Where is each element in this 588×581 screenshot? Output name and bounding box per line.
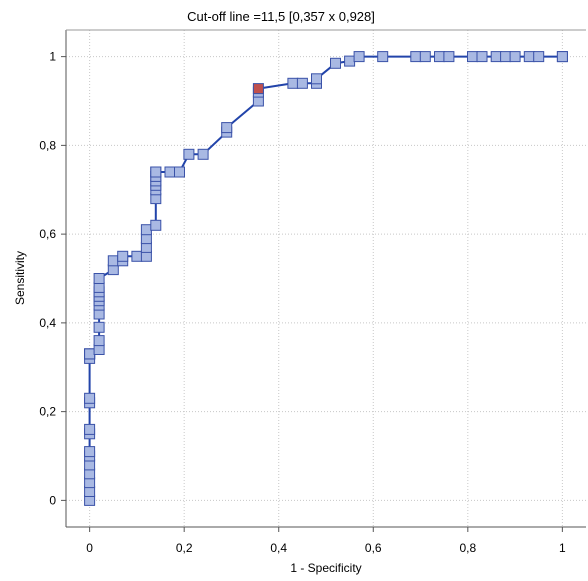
- x-tick-label: 0,6: [365, 541, 382, 555]
- y-tick-label: 0,2: [39, 405, 56, 419]
- data-point-marker: [419, 51, 431, 63]
- y-tick-label: 0,4: [39, 316, 56, 330]
- data-point-marker: [509, 51, 521, 63]
- data-point-marker: [353, 51, 365, 63]
- data-point-marker: [533, 51, 545, 63]
- data-point-marker: [140, 224, 152, 236]
- data-point-marker: [84, 446, 96, 458]
- grid-layer: [66, 30, 586, 527]
- chart-title: Cut-off line =11,5 [0,357 x 0,928]: [187, 9, 375, 24]
- data-point-marker: [490, 51, 502, 63]
- data-point-marker: [500, 51, 512, 63]
- data-point-marker: [287, 77, 299, 89]
- y-tick-label: 0,6: [39, 227, 56, 241]
- cutoff-point-marker: [252, 83, 264, 95]
- data-point-marker: [93, 321, 105, 333]
- y-tick-label: 1: [49, 50, 56, 64]
- data-point-marker: [296, 77, 308, 89]
- x-tick-label: 1: [559, 541, 566, 555]
- data-point-marker: [164, 166, 176, 178]
- data-point-marker: [344, 55, 356, 67]
- data-point-marker: [107, 255, 119, 267]
- data-point-marker: [523, 51, 535, 63]
- data-point-marker: [330, 57, 341, 69]
- x-tick-label: 0,8: [459, 541, 476, 555]
- data-point-marker: [197, 148, 209, 160]
- data-point-marker: [476, 51, 488, 63]
- data-point-marker: [93, 273, 105, 284]
- data-point-marker: [183, 148, 195, 160]
- data-point-marker: [443, 51, 455, 63]
- data-point-marker: [150, 166, 162, 178]
- x-tick-label: 0,4: [270, 541, 287, 555]
- data-point-marker: [84, 423, 96, 435]
- x-axis-label: 1 - Specificity: [290, 561, 361, 575]
- series-layer: [84, 51, 568, 506]
- x-tick-label: 0,2: [176, 541, 193, 555]
- axes-layer: 0 0,2 0,4 0,6 0,8 1 0 0,2 0,4 0,6 0,8 1: [39, 29, 586, 555]
- y-tick-label: 0,8: [39, 138, 56, 152]
- data-point-marker: [311, 73, 322, 85]
- x-tick-label: 0: [86, 541, 93, 555]
- data-point-marker: [150, 219, 162, 231]
- data-point-marker: [117, 250, 129, 262]
- data-point-marker: [93, 335, 105, 347]
- roc-curve-line: [88, 55, 563, 501]
- data-point-marker: [434, 51, 445, 63]
- data-point-marker: [410, 51, 422, 63]
- y-axis-label: Sensitivity: [13, 251, 27, 305]
- y-tick-label: 0: [49, 493, 56, 507]
- data-point-marker: [221, 122, 233, 134]
- data-point-marker: [84, 348, 96, 360]
- data-point-marker: [377, 51, 389, 63]
- data-point-marker: [131, 250, 143, 262]
- data-point-marker: [84, 392, 96, 404]
- data-point-marker: [556, 51, 568, 63]
- data-point-marker: [174, 166, 185, 178]
- data-point-marker: [467, 51, 478, 63]
